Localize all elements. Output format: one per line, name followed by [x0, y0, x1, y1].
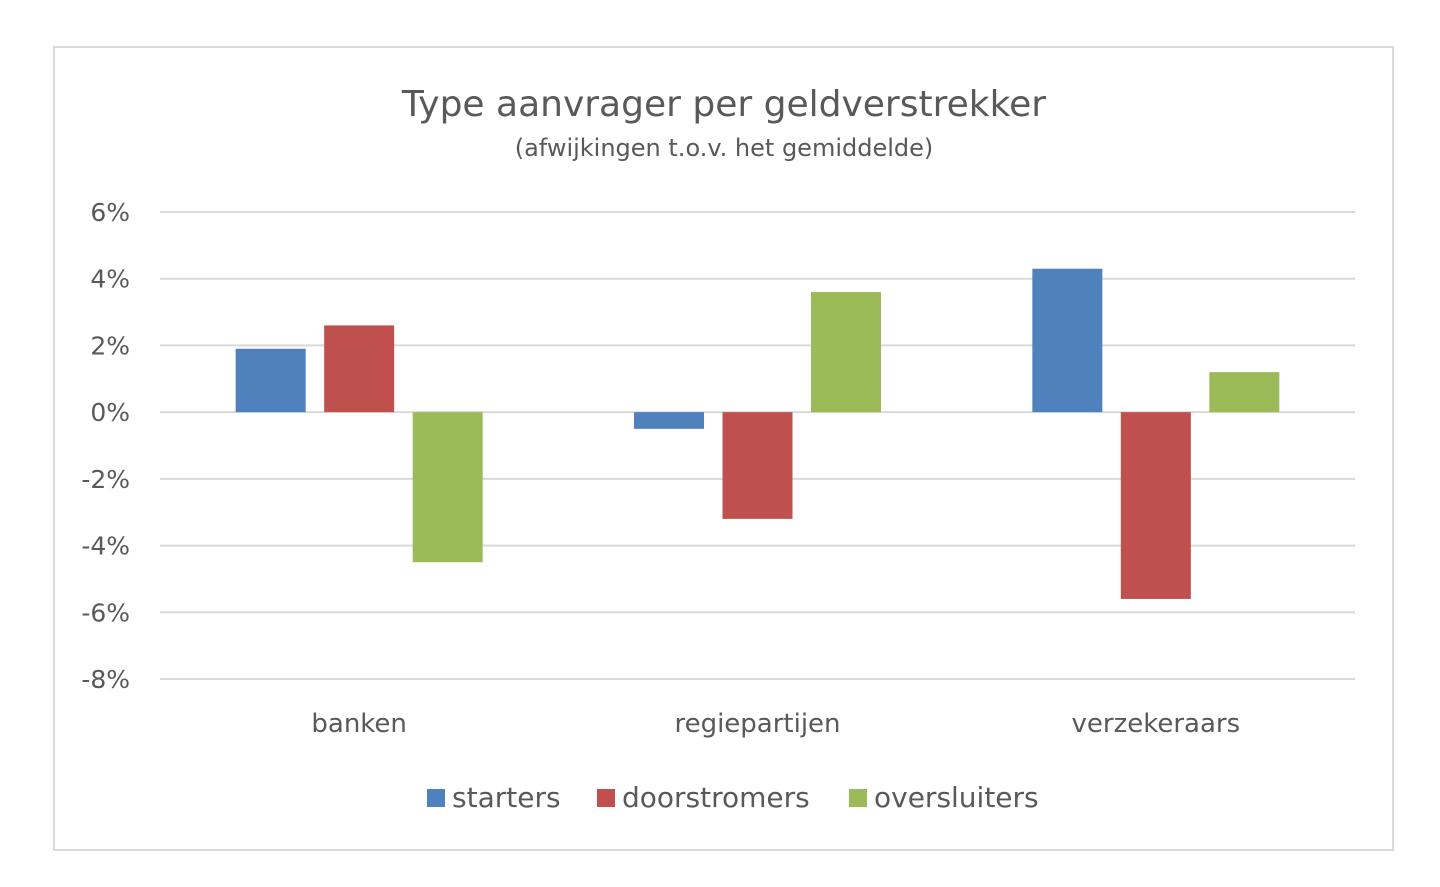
y-tick-label: -8%: [81, 665, 130, 694]
bar-doorstromers-banken: [324, 325, 395, 413]
y-tick-label: 4%: [90, 265, 130, 294]
y-tick-label: -2%: [81, 465, 130, 494]
y-tick-label: 2%: [90, 331, 130, 360]
bar-oversluiters-banken: [412, 412, 483, 563]
legend-label: doorstromers: [622, 781, 810, 814]
legend-swatch-doorstromers: [597, 789, 615, 807]
bar-oversluiters-verzekeraars: [1209, 372, 1280, 413]
legend-swatch-oversluiters: [849, 789, 867, 807]
legend-swatch-starters: [427, 789, 445, 807]
y-axis-tick-labels: 6% 4% 2% 0% -2% -4% -6% -8%: [81, 198, 130, 694]
bar-doorstromers-verzekeraars: [1120, 412, 1191, 599]
bars: [235, 268, 1280, 599]
y-tick-label: -6%: [81, 598, 130, 627]
bar-starters-banken: [235, 348, 306, 413]
legend-label: oversluiters: [874, 781, 1039, 814]
y-tick-label: 0%: [90, 398, 130, 427]
legend-label: starters: [452, 781, 561, 814]
x-axis-category-labels: banken regiepartijen verzekeraars: [311, 709, 1240, 739]
bar-starters-verzekeraars: [1032, 268, 1103, 413]
y-tick-label: 6%: [90, 198, 130, 227]
bar-doorstromers-regiepartijen: [722, 412, 793, 519]
x-category-label: regiepartijen: [674, 709, 840, 739]
legend: starters doorstromers oversluiters: [427, 781, 1039, 814]
y-tick-label: -4%: [81, 532, 130, 561]
chart-subtitle: (afwijkingen t.o.v. het gemiddelde): [515, 134, 934, 162]
bar-oversluiters-regiepartijen: [811, 292, 881, 413]
chart-title: Type aanvrager per geldverstrekker: [401, 84, 1046, 125]
x-category-label: verzekeraars: [1072, 709, 1241, 739]
x-category-label: banken: [311, 709, 407, 739]
bar-starters-regiepartijen: [634, 412, 704, 429]
